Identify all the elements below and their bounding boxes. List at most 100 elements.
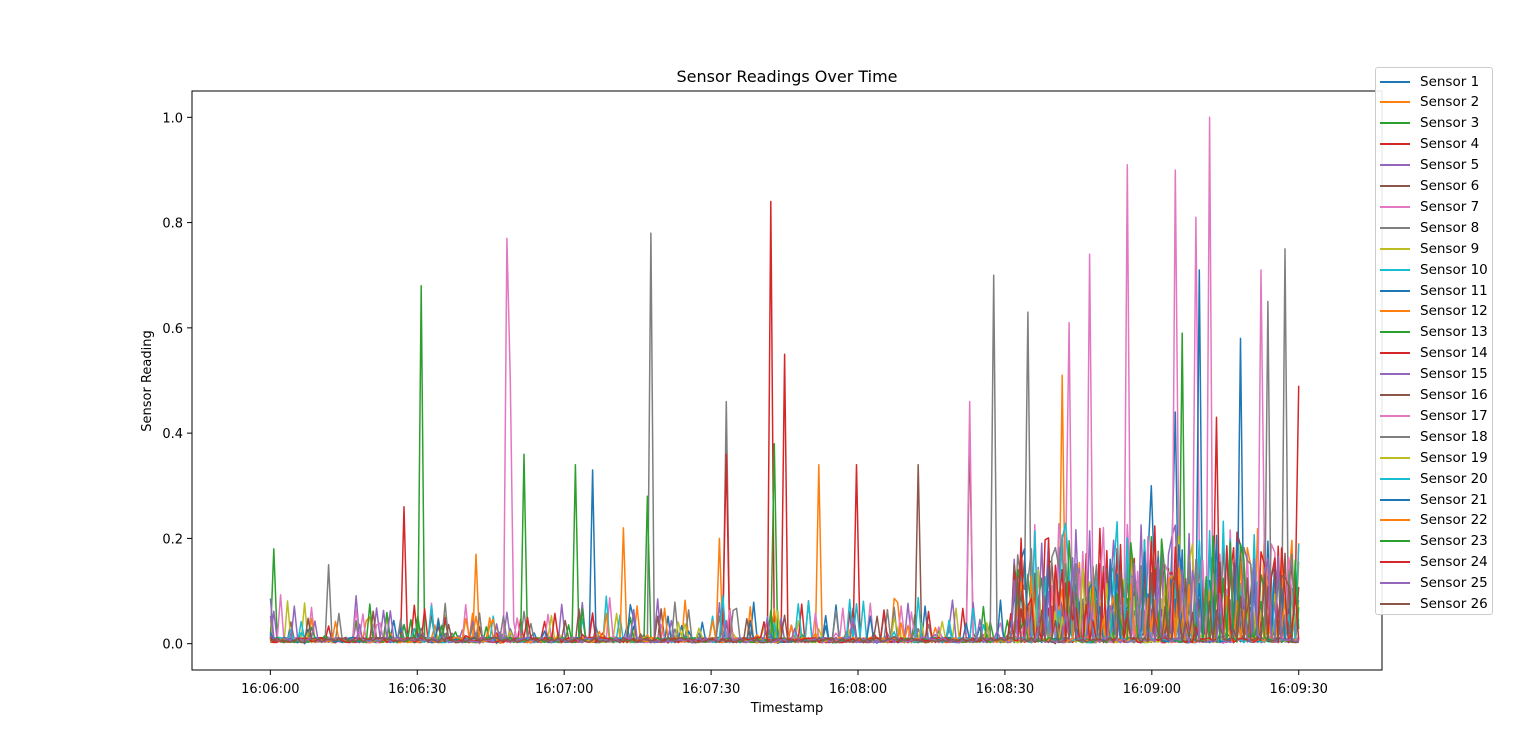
legend-swatch	[1380, 101, 1410, 104]
legend-item: Sensor 17	[1380, 405, 1488, 426]
legend-label: Sensor 13	[1420, 324, 1488, 341]
legend-label: Sensor 8	[1420, 219, 1480, 236]
legend-item: Sensor 4	[1380, 134, 1479, 155]
legend-swatch	[1380, 268, 1410, 271]
legend-label: Sensor 26	[1420, 596, 1488, 612]
legend-swatch	[1380, 331, 1410, 334]
legend-label: Sensor 16	[1420, 387, 1488, 403]
legend-swatch	[1380, 498, 1410, 501]
x-tick-label: 16:09:30	[1270, 682, 1328, 697]
legend-swatch	[1380, 435, 1410, 438]
legend-item: Sensor 25	[1380, 573, 1488, 594]
legend-swatch	[1380, 582, 1410, 585]
legend-item: Sensor 22	[1380, 510, 1488, 531]
legend-label: Sensor 1	[1420, 73, 1480, 90]
legend-item: Sensor 15	[1380, 364, 1488, 385]
x-axis-label: Timestamp	[750, 701, 824, 716]
legend-label: Sensor 9	[1420, 240, 1480, 257]
legend-item: Sensor 3	[1380, 113, 1479, 134]
legend-swatch	[1380, 205, 1410, 208]
legend-swatch	[1380, 226, 1410, 229]
x-axis: 16:06:00 16:06:30 16:07:00 16:07:30 16:08:00…	[241, 670, 1328, 697]
y-tick-label: 0.8	[162, 217, 183, 232]
y-axis: 0.0 0.2 0.4 0.6 0.8 1.0	[162, 111, 192, 653]
legend-swatch	[1380, 561, 1410, 564]
legend-item: Sensor 9	[1380, 238, 1479, 259]
legend-label: Sensor 17	[1420, 407, 1488, 424]
legend-swatch	[1380, 247, 1410, 250]
legend-label: Sensor 25	[1420, 575, 1488, 592]
legend-item: Sensor 24	[1380, 552, 1488, 573]
legend-label: Sensor 23	[1420, 533, 1488, 550]
legend-swatch	[1380, 477, 1410, 480]
legend-label: Sensor 22	[1420, 512, 1488, 529]
x-tick-label: 16:06:30	[388, 682, 446, 697]
legend-label: Sensor 21	[1420, 491, 1488, 508]
x-tick-label: 16:08:30	[976, 682, 1034, 697]
legend-item: Sensor 8	[1380, 217, 1479, 238]
series-line-14	[270, 416, 1300, 644]
legend-item: Sensor 19	[1380, 447, 1488, 468]
x-tick-label: 16:09:00	[1123, 682, 1181, 697]
legend-item: Sensor 23	[1380, 531, 1488, 552]
legend-label: Sensor 11	[1420, 282, 1488, 299]
legend-swatch	[1380, 603, 1410, 605]
legend-label: Sensor 18	[1420, 428, 1488, 445]
legend-label: Sensor 24	[1420, 554, 1488, 571]
legend-label: Sensor 10	[1420, 261, 1488, 278]
y-tick-label: 0.4	[162, 427, 183, 442]
y-tick-label: 1.0	[162, 111, 183, 126]
series-line-25	[269, 542, 1300, 644]
y-axis-label: Sensor Reading	[140, 330, 155, 431]
legend-item: Sensor 6	[1380, 176, 1479, 197]
legend-swatch	[1380, 373, 1410, 376]
legend-item: Sensor 26	[1380, 594, 1488, 615]
legend-item: Sensor 13	[1380, 322, 1488, 343]
legend-swatch	[1380, 394, 1410, 396]
series-lines	[269, 116, 1300, 645]
legend-swatch	[1380, 456, 1410, 459]
legend-label: Sensor 5	[1420, 157, 1480, 174]
legend: Sensor 1 Sensor 2 Sensor 3 Sensor 4 Sensor 5…	[1375, 67, 1493, 615]
legend-swatch	[1380, 352, 1410, 355]
x-tick-label: 16:06:00	[241, 682, 299, 697]
legend-swatch	[1380, 80, 1410, 83]
legend-item: Sensor 16	[1380, 385, 1488, 406]
legend-swatch	[1380, 310, 1410, 313]
legend-swatch	[1380, 289, 1410, 292]
legend-swatch	[1380, 164, 1410, 167]
legend-item: Sensor 12	[1380, 301, 1488, 322]
legend-item: Sensor 1	[1380, 71, 1479, 92]
legend-label: Sensor 3	[1420, 115, 1480, 132]
legend-item: Sensor 7	[1380, 196, 1479, 217]
legend-swatch	[1380, 414, 1410, 417]
legend-label: Sensor 12	[1420, 303, 1488, 320]
legend-swatch	[1380, 122, 1410, 125]
legend-item: Sensor 2	[1380, 92, 1479, 113]
legend-swatch	[1380, 143, 1410, 146]
chart-title: Sensor Readings Over Time	[676, 67, 897, 86]
legend-item: Sensor 20	[1380, 468, 1488, 489]
legend-item: Sensor 11	[1380, 280, 1488, 301]
legend-label: Sensor 2	[1420, 94, 1480, 111]
legend-label: Sensor 20	[1420, 470, 1488, 487]
legend-label: Sensor 6	[1420, 178, 1480, 194]
y-tick-label: 0.6	[162, 322, 183, 337]
legend-swatch	[1380, 185, 1410, 187]
legend-label: Sensor 15	[1420, 366, 1488, 383]
y-tick-label: 0.0	[162, 638, 183, 653]
x-tick-label: 16:07:00	[535, 682, 593, 697]
legend-item: Sensor 14	[1380, 343, 1488, 364]
series-line-26	[270, 570, 1299, 644]
legend-item: Sensor 10	[1380, 259, 1488, 280]
legend-item: Sensor 18	[1380, 426, 1488, 447]
legend-swatch	[1380, 540, 1410, 543]
legend-item: Sensor 21	[1380, 489, 1488, 510]
legend-label: Sensor 19	[1420, 449, 1488, 466]
legend-label: Sensor 7	[1420, 198, 1480, 215]
x-tick-label: 16:08:00	[829, 682, 887, 697]
y-tick-label: 0.2	[162, 532, 183, 547]
legend-item: Sensor 5	[1380, 155, 1479, 176]
legend-label: Sensor 4	[1420, 136, 1480, 153]
